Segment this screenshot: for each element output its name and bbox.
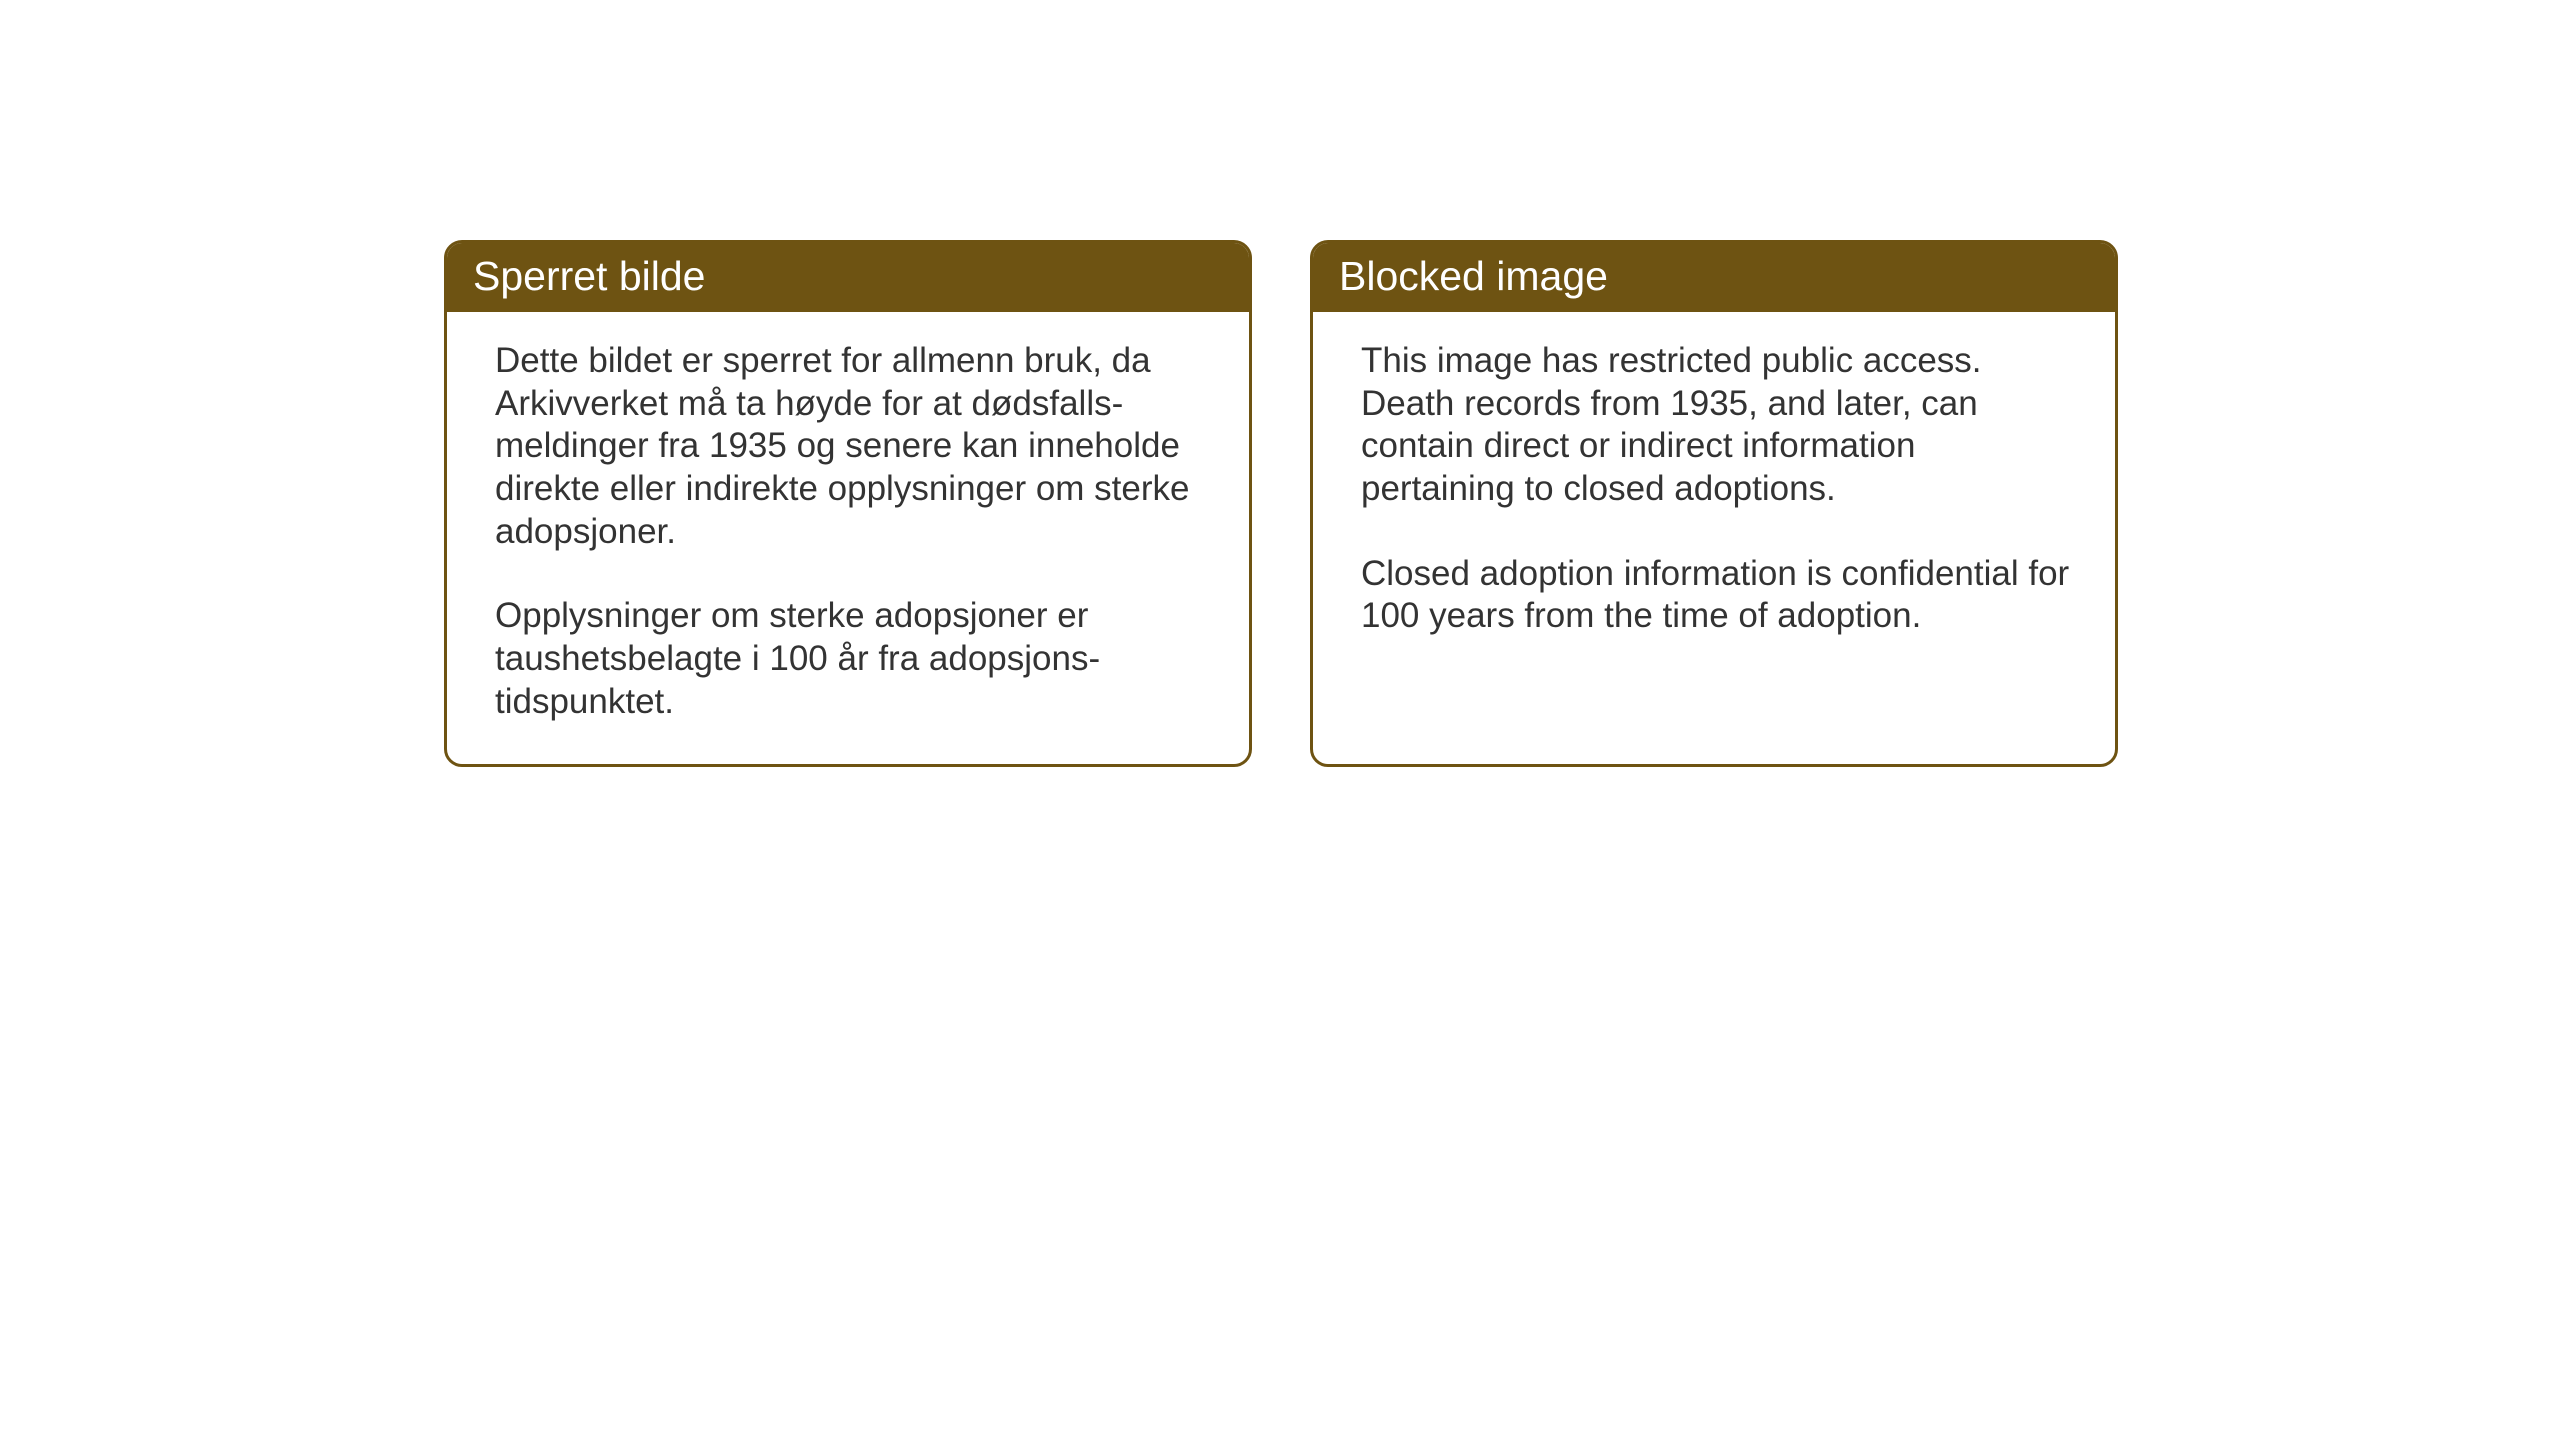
notice-cards-container: Sperret bilde Dette bildet er sperret fo… (444, 240, 2118, 767)
english-card-title: Blocked image (1313, 243, 2115, 312)
norwegian-card-title: Sperret bilde (447, 243, 1249, 312)
english-paragraph-1: This image has restricted public access.… (1361, 340, 2075, 511)
english-paragraph-2: Closed adoption information is confident… (1361, 553, 2075, 638)
norwegian-paragraph-2: Opplysninger om sterke adopsjoner er tau… (495, 595, 1209, 723)
norwegian-notice-card: Sperret bilde Dette bildet er sperret fo… (444, 240, 1252, 767)
norwegian-card-body: Dette bildet er sperret for allmenn bruk… (447, 312, 1249, 764)
english-card-body: This image has restricted public access.… (1313, 312, 2115, 678)
norwegian-paragraph-1: Dette bildet er sperret for allmenn bruk… (495, 340, 1209, 553)
english-notice-card: Blocked image This image has restricted … (1310, 240, 2118, 767)
